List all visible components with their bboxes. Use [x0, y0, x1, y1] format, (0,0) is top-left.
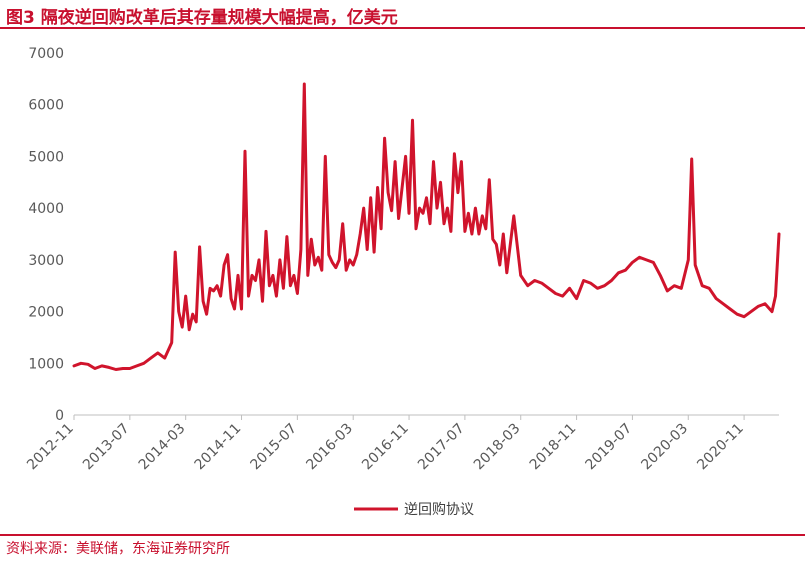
series-line-reverse-repo — [72, 82, 781, 371]
y-tick-label: 6000 — [28, 98, 64, 114]
x-tick-label: 2013-07 — [80, 421, 133, 474]
legend-label: 逆回购协议 — [404, 502, 474, 518]
y-tick-label: 3000 — [28, 253, 64, 269]
x-tick-label: 2017-07 — [415, 421, 468, 474]
x-tick-label: 2016-03 — [303, 421, 356, 474]
y-tick-label: 0 — [55, 408, 64, 424]
x-tick-label: 2020-11 — [694, 421, 747, 474]
x-tick-label: 2020-03 — [638, 421, 691, 474]
y-tick-label: 1000 — [28, 356, 64, 372]
x-tick-label: 2018-03 — [471, 421, 524, 474]
y-tick-label: 7000 — [28, 46, 64, 62]
source-note: 资料来源：美联储，东海证券研究所 — [6, 541, 230, 557]
y-tick-label: 2000 — [28, 305, 64, 321]
x-tick-label: 2018-11 — [527, 421, 580, 474]
x-tick-label: 2014-03 — [136, 421, 189, 474]
chart-title: 图3 隔夜逆回购改革后其存量规模大幅提高，亿美元 — [6, 8, 398, 28]
legend: 逆回购协议 — [354, 502, 474, 518]
title-rule — [0, 27, 805, 29]
plot-area — [72, 82, 781, 371]
x-tick-label: 2015-07 — [248, 421, 301, 474]
y-axis: 0 1000 2000 3000 4000 5000 6000 7000 — [28, 46, 64, 424]
x-tick-label: 2012-11 — [24, 421, 77, 474]
y-tick-label: 4000 — [28, 201, 64, 217]
footer-rule — [0, 534, 805, 536]
y-tick-label: 5000 — [28, 149, 64, 165]
x-tick-label: 2016-11 — [359, 421, 412, 474]
x-axis: 2012-11 2013-07 2014-03 2014-11 2015-07 2016-… — [24, 414, 779, 474]
x-tick-label: 2019-07 — [583, 421, 636, 474]
x-tick-label: 2014-11 — [192, 421, 245, 474]
